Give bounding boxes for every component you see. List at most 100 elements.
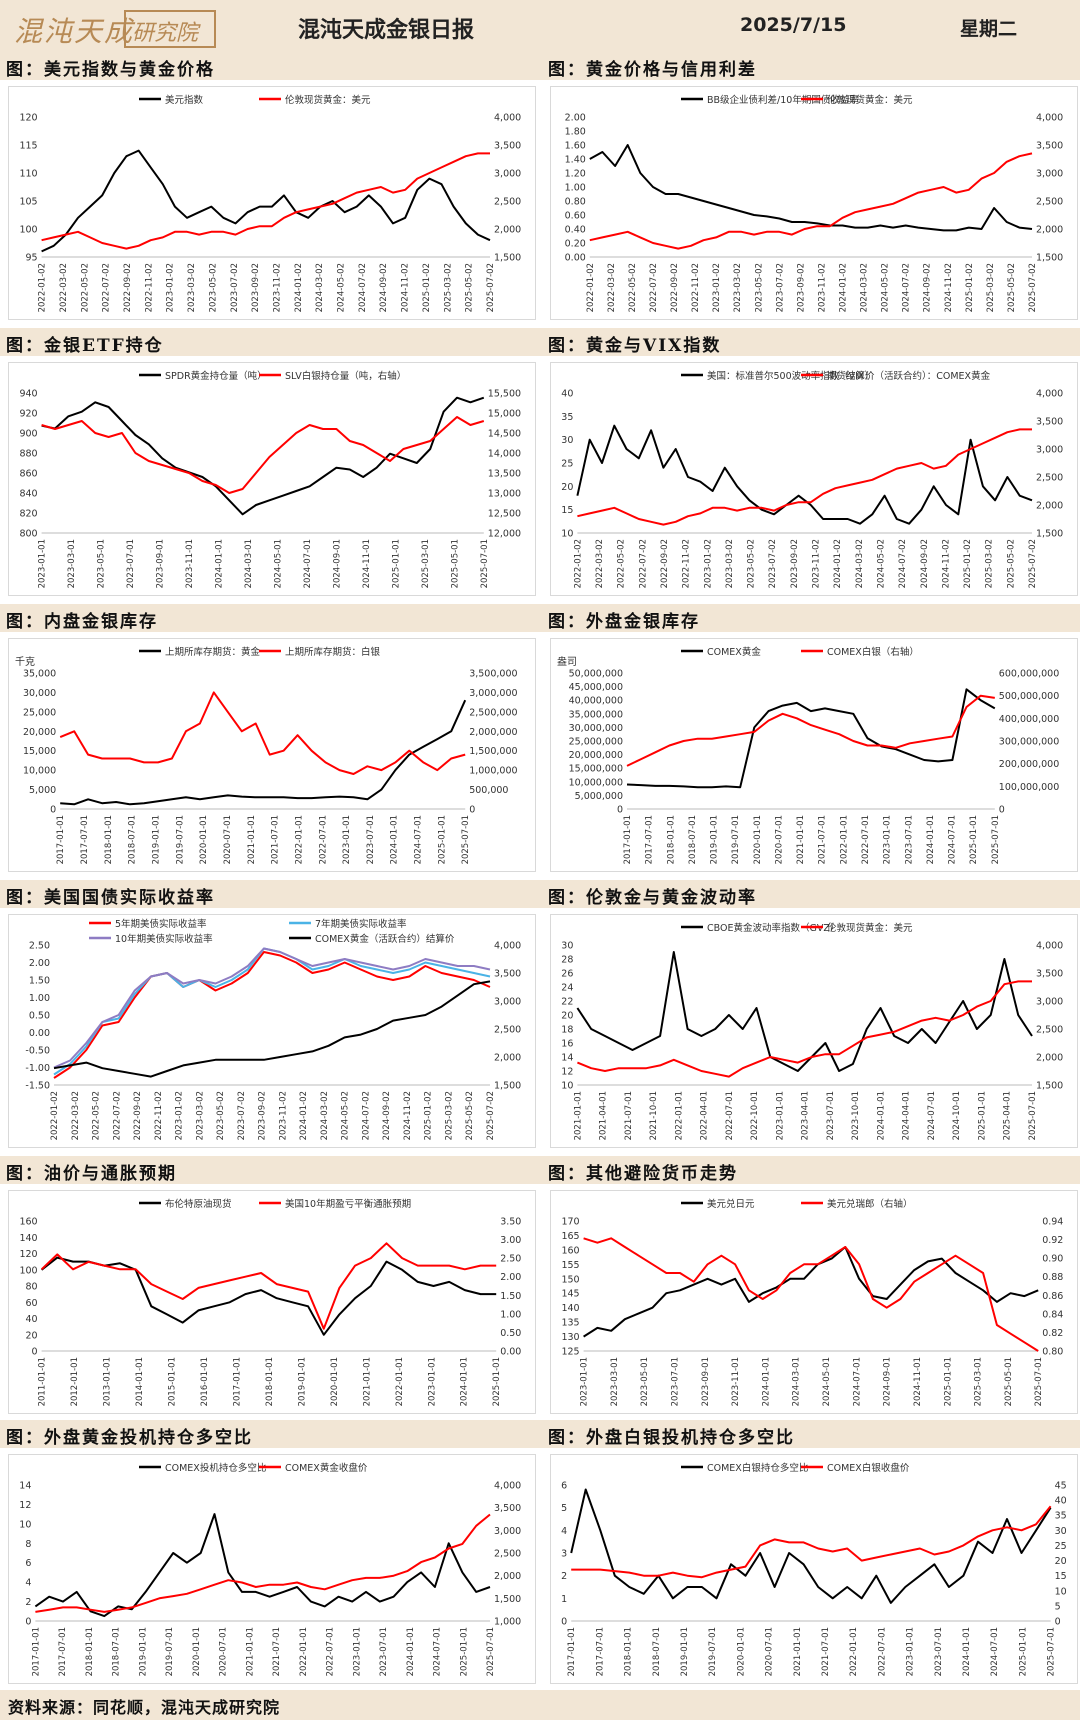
chart-panel-c1: 图：美元指数与黄金价格 美元指数 伦敦现货黄金：美元 120 115 110 105 100 9…: [0, 52, 542, 324]
logo-box-text: 研究院: [132, 21, 199, 46]
x-tick-label: 2023-11-01: [731, 1357, 741, 1406]
x-tick-label: 2024-05-01: [273, 539, 283, 588]
y2-tick-label: 1,500: [1036, 253, 1063, 264]
x-tick-label: 2025-01-01: [1018, 1627, 1028, 1676]
chart-title: 图：外盘白银投机持仓多空比: [548, 1428, 795, 1448]
legend-label: COMEX白银收盘价: [827, 1462, 910, 1474]
y2-tick-label: 600,000,000: [999, 669, 1059, 680]
legend-label: 7年期美债实际收益率: [315, 918, 407, 930]
x-tick-label: 2025-01-01: [437, 815, 447, 864]
y2-tick-label: 3,500: [1036, 141, 1063, 152]
series-line: [589, 152, 1033, 250]
chart-frame: 上期所库存期货：黄金 上期所库存期货：白银 千克 35,000 30,000 25,000…: [8, 638, 536, 872]
x-tick-label: 2023-11-02: [272, 263, 282, 312]
y-tick-label: 130: [561, 1332, 579, 1343]
series-line: [576, 951, 1033, 1072]
legend-label: COMEX黄金（活跃合约）结算价: [315, 933, 455, 945]
chart-panel-c12: 图：外盘白银投机持仓多空比 COMEX白银持仓多空比 COMEX白银收盘价 6 5 4 3 2…: [542, 1420, 1080, 1688]
x-tick-label: 2017-01-01: [56, 815, 66, 864]
chart-frame: COMEX白银持仓多空比 COMEX白银收盘价 6 5 4 3 2 1 0 45 40 35 30 25 2…: [550, 1454, 1078, 1684]
x-tick-label: 2022-07-01: [318, 815, 328, 864]
x-tick-label: 2025-07-01: [486, 1627, 496, 1676]
y-tick-label: 20,000,000: [569, 750, 623, 761]
x-tick-label: 2022-07-02: [102, 263, 112, 312]
y-tick-label: 920: [19, 409, 37, 420]
y-tick-label: 22: [561, 997, 573, 1008]
legend-label: SPDR黄金持仓量（吨）: [165, 370, 267, 382]
x-tick-label: 2022-04-01: [700, 1091, 710, 1140]
y-tick-label: 50,000,000: [569, 669, 623, 680]
x-tick-label: 2023-01-02: [703, 539, 713, 588]
x-tick-label: 2025-01-01: [943, 1357, 953, 1406]
y-tick-label: 0.20: [565, 239, 586, 250]
y-tick-label: 165: [561, 1231, 579, 1242]
series-line: [583, 1246, 1039, 1338]
x-tick-label: 2017-01-01: [623, 815, 633, 864]
x-tick-label: 2022-03-02: [59, 263, 69, 312]
chart-title-bar: 图：外盘金银库存: [542, 604, 1080, 632]
x-tick-label: 2024-07-02: [358, 263, 368, 312]
y-tick-label: 150: [561, 1274, 579, 1285]
y2-tick-label: 0.86: [1042, 1291, 1063, 1302]
x-tick-label: 2023-07-01: [826, 1091, 836, 1140]
x-tick-label: 2023-09-01: [156, 539, 166, 588]
y2-tick-label: 3,000: [1036, 997, 1063, 1008]
legend-label: COMEX黄金收盘价: [285, 1462, 368, 1474]
x-tick-label: 2025-01-01: [391, 539, 401, 588]
chart-title-bar: 图：其他避险货币走势: [542, 1156, 1080, 1184]
x-tick-label: 2025-01-01: [969, 815, 979, 864]
x-tick-label: 2025-07-02: [486, 1091, 496, 1140]
y-tick-label: 100: [19, 1265, 37, 1276]
y-tick-label: 15,000: [23, 746, 56, 757]
chart-panel-c2: 图：黄金价格与信用利差 BB级企业债利差/10年期国债收益率 伦敦现货黄金：美元 2.…: [542, 52, 1080, 324]
x-tick-label: 2024-03-02: [855, 539, 865, 588]
y-tick-label: 0: [25, 1617, 31, 1628]
x-tick-label: 2024-11-01: [913, 1357, 923, 1406]
y-tick-label: 30,000: [23, 688, 56, 699]
y-tick-label: 800: [19, 529, 37, 540]
y-tick-label: 170: [561, 1217, 579, 1228]
series-line: [571, 1505, 1052, 1579]
y-tick-label: 900: [19, 429, 37, 440]
y-tick-label: 35,000,000: [569, 709, 623, 720]
y2-tick-label: 0.92: [1042, 1235, 1063, 1246]
legend-label: 上期所库存期货：黄金: [165, 646, 261, 658]
x-tick-label: 2021-01-01: [796, 815, 806, 864]
legend-label: 布伦特原油现货: [165, 1198, 232, 1210]
y2-tick-label: 3,000: [494, 169, 521, 180]
series-line: [41, 396, 485, 516]
y2-tick-label: 2,500,000: [469, 707, 517, 718]
x-tick-label: 2022-03-02: [595, 539, 605, 588]
x-tick-label: 2020-07-01: [765, 1627, 775, 1676]
y-tick-label: 2.50: [29, 941, 50, 952]
chart-legend: 5年期美债实际收益率 7年期美债实际收益率 10年期美债实际收益率 COMEX黄金（活…: [89, 918, 455, 945]
x-tick-label: 2023-11-01: [185, 539, 195, 588]
chart-svg-c4: 美国：标准普尔500波动率指数（VIX）期货结算价（活跃合约）：COMEX黄金 4…: [561, 370, 1063, 588]
y-tick-label: 160: [19, 1217, 37, 1228]
y2-tick-label: 3,000,000: [469, 688, 517, 699]
chart-panel-c10: 图：其他避险货币走势 美元兑日元 美元兑瑞郎（右轴） 170 165 160 155 150 1…: [542, 1156, 1080, 1418]
x-tick-label: 2019-01-01: [297, 1357, 307, 1406]
y-tick-label: 115: [19, 141, 37, 152]
y-tick-label: 940: [19, 389, 37, 400]
x-tick-label: 2025-03-01: [421, 539, 431, 588]
x-tick-label: 2025-07-02: [486, 263, 496, 312]
y2-tick-label: 0.82: [1042, 1328, 1063, 1339]
y2-tick-label: 3,500,000: [469, 669, 517, 680]
x-tick-label: 2022-07-01: [725, 1091, 735, 1140]
chart-legend: 上期所库存期货：黄金 上期所库存期货：白银: [139, 646, 381, 658]
x-tick-label: 2020-01-01: [330, 1357, 340, 1406]
y2-tick-label: 2.50: [500, 1254, 521, 1265]
y2-tick-label: 15,500: [488, 389, 521, 400]
x-tick-label: 2023-03-02: [725, 539, 735, 588]
y-tick-label: 12: [561, 1067, 573, 1078]
y-tick-label: 28: [561, 955, 573, 966]
x-tick-label: 2025-01-02: [965, 263, 975, 312]
y-tick-label: 16: [561, 1039, 573, 1050]
x-tick-label: 2024-07-01: [927, 1091, 937, 1140]
x-tick-label: 2022-07-02: [112, 1091, 122, 1140]
x-tick-label: 2023-09-02: [258, 1091, 268, 1140]
